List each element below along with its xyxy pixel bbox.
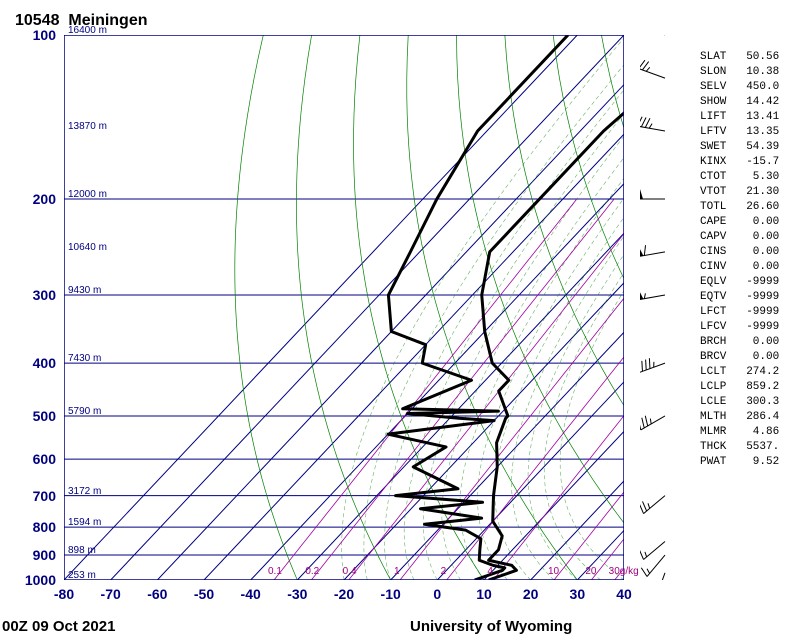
temp-tick: 30: [562, 586, 592, 602]
index-row: LCLP 859.2: [700, 380, 779, 395]
height-label: 13870 m: [68, 121, 107, 132]
height-label: 3172 m: [68, 486, 101, 497]
index-row: SHOW 14.42: [700, 95, 779, 110]
temp-tick: -10: [376, 586, 406, 602]
pressure-tick: 500: [16, 408, 56, 424]
index-row: BRCH 0.00: [700, 335, 779, 350]
height-label: 7430 m: [68, 353, 101, 364]
index-row: SLAT 50.56: [700, 50, 779, 65]
mixing-label: 0.1: [268, 566, 282, 577]
mixing-label: 0.2: [305, 566, 319, 577]
pressure-tick: 400: [16, 355, 56, 371]
pressure-tick: 600: [16, 451, 56, 467]
index-row: LIFT 13.41: [700, 110, 779, 125]
temp-tick: 10: [469, 586, 499, 602]
pressure-tick: 200: [16, 191, 56, 207]
height-label: 253 m: [68, 570, 96, 581]
pressure-tick: 800: [16, 519, 56, 535]
index-row: KINX -15.7: [700, 155, 779, 170]
index-row: LFCV -9999: [700, 320, 779, 335]
temp-tick: -40: [236, 586, 266, 602]
index-row: EQTV -9999: [700, 290, 779, 305]
mixing-label: 0.4: [343, 566, 357, 577]
height-label: 16400 m: [68, 25, 107, 36]
height-label: 898 m: [68, 545, 96, 556]
height-label: 5790 m: [68, 406, 101, 417]
temp-tick: 40: [609, 586, 639, 602]
temp-tick: -80: [49, 586, 79, 602]
index-row: LCLE 300.3: [700, 395, 779, 410]
index-row: MLTH 286.4: [700, 410, 779, 425]
index-row: EQLV -9999: [700, 275, 779, 290]
index-row: PWAT 9.52: [700, 455, 779, 470]
index-row: MLMR 4.86: [700, 425, 779, 440]
index-row: LCLT 274.2: [700, 365, 779, 380]
mixing-label: 4: [487, 566, 493, 577]
pressure-tick: 100: [16, 27, 56, 43]
temp-tick: 0: [422, 586, 452, 602]
height-label: 1594 m: [68, 517, 101, 528]
skewt-chart: [64, 35, 624, 580]
index-row: CAPE 0.00: [700, 215, 779, 230]
footer-time: 00Z 09 Oct 2021: [2, 618, 115, 635]
wind-barb-column: [640, 35, 700, 580]
index-row: LFTV 13.35: [700, 125, 779, 140]
mixing-label: 1: [394, 566, 400, 577]
index-row: BRCV 0.00: [700, 350, 779, 365]
temp-tick: -70: [96, 586, 126, 602]
index-row: CAPV 0.00: [700, 230, 779, 245]
temp-tick: -50: [189, 586, 219, 602]
temp-tick: 20: [516, 586, 546, 602]
height-label: 10640 m: [68, 242, 107, 253]
index-row: LFCT -9999: [700, 305, 779, 320]
index-row: SELV 450.0: [700, 80, 779, 95]
mixing-label: 30g/kg: [609, 566, 639, 577]
index-row: CINV 0.00: [700, 260, 779, 275]
temp-tick: -20: [329, 586, 359, 602]
temp-tick: -60: [142, 586, 172, 602]
pressure-tick: 900: [16, 547, 56, 563]
pressure-tick: 700: [16, 488, 56, 504]
mixing-label: 20: [585, 566, 596, 577]
index-row: SWET 54.39: [700, 140, 779, 155]
height-label: 12000 m: [68, 189, 107, 200]
index-row: TOTL 26.60: [700, 200, 779, 215]
temp-tick: -30: [282, 586, 312, 602]
index-row: CINS 0.00: [700, 245, 779, 260]
footer-source: University of Wyoming: [410, 618, 572, 635]
index-row: VTOT 21.30: [700, 185, 779, 200]
height-label: 9430 m: [68, 285, 101, 296]
index-row: SLON 10.38: [700, 65, 779, 80]
indices-panel: SLAT 50.56SLON 10.38SELV 450.0SHOW 14.42…: [700, 50, 779, 470]
pressure-tick: 300: [16, 287, 56, 303]
mixing-label: 10: [548, 566, 559, 577]
mixing-label: 2: [441, 566, 447, 577]
index-row: CTOT 5.30: [700, 170, 779, 185]
index-row: THCK 5537.: [700, 440, 779, 455]
